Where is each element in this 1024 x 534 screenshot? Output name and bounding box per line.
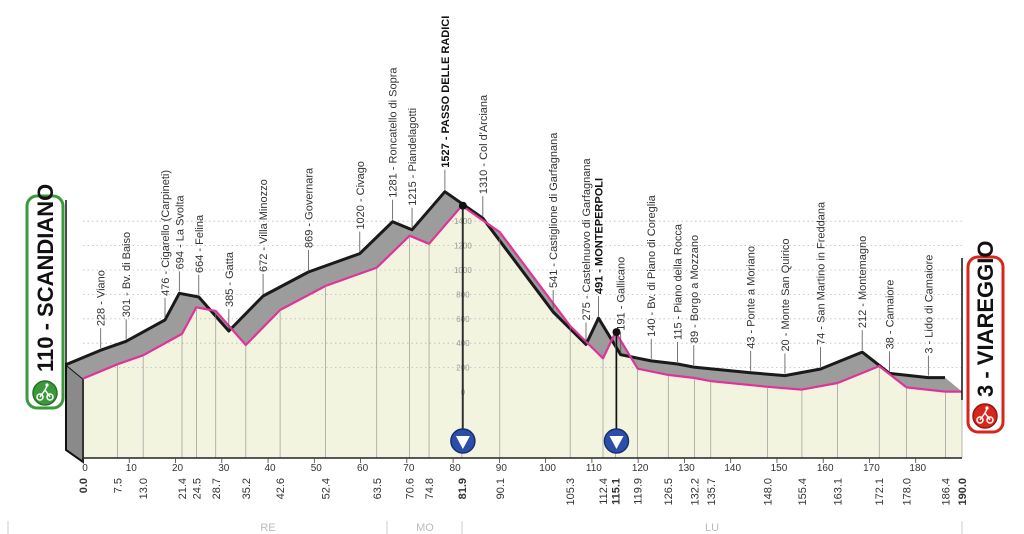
waypoint-label: 275 - Castelnuovo di Garfagnana (581, 158, 593, 321)
x-tick-label: 30 (218, 463, 230, 474)
x-tick-label: 140 (724, 463, 741, 474)
waypoint-km-label: 35.2 (241, 478, 253, 499)
waypoint-km-label: 190.0 (957, 478, 969, 506)
province-label: LU (705, 522, 719, 534)
waypoint-label: 541 - Castiglione di Garfagnana (548, 132, 560, 288)
finish-label: 3 - VIAREGGIO (973, 241, 998, 397)
profile-fill (83, 205, 962, 458)
x-tick-label: 100 (539, 463, 556, 474)
waypoint-km-label: 52.4 (320, 478, 332, 499)
waypoint-label: 869 - Governara (303, 167, 315, 248)
waypoint-label: 385 - Gatta (224, 251, 236, 307)
waypoint-label: 672 - Villa Minozzo (258, 179, 270, 272)
waypoint-label: 20 - Monte San Quirico (780, 238, 792, 351)
waypoint-label: 228 - Viano (96, 270, 108, 326)
waypoint-km-label: 81.9 (457, 478, 469, 499)
finish-badge: 3 - VIAREGGIO (966, 241, 1005, 434)
start-badge: 110 - SCANDIANO (25, 184, 65, 410)
waypoint-km-label: 155.4 (797, 478, 809, 506)
finish-bike-icon (972, 403, 998, 429)
waypoint-label: 1310 - Col d'Arciana (478, 94, 490, 194)
waypoint-km-label: 148.0 (763, 478, 775, 506)
x-tick-label: 60 (357, 463, 369, 474)
waypoint-label: 74 - San Martino in Freddana (816, 201, 828, 345)
waypoint-label: 212 - Montemagno (857, 236, 869, 328)
waypoint-km-label: 74.8 (424, 478, 436, 499)
waypoint-label: 1020 - Civago (355, 161, 367, 230)
waypoint-label: 191 - Gallicano (616, 257, 628, 331)
x-tick-label: 160 (817, 463, 834, 474)
x-tick-label: 10 (126, 463, 138, 474)
waypoint-km-label: 21.4 (177, 478, 189, 499)
waypoint-km-label: 70.6 (405, 478, 417, 499)
waypoint-label: 694 - La Svolta (174, 194, 186, 269)
x-tick-label: 120 (632, 463, 649, 474)
x-tick-label: 40 (264, 463, 276, 474)
x-tick-label: 70 (403, 463, 415, 474)
waypoint-km-label: 28.7 (211, 478, 223, 499)
summit-dot (612, 328, 621, 337)
province-label: MO (416, 522, 434, 534)
x-tick-label: 90 (496, 463, 508, 474)
waypoint-label: 43 - Ponte a Moriano (746, 246, 758, 349)
waypoint-km-label: 186.4 (940, 478, 952, 506)
waypoint-km-label: 126.5 (663, 478, 675, 506)
profile-start-wall (65, 362, 84, 464)
start-label: 110 - SCANDIANO (33, 184, 58, 372)
waypoint-km-label: 63.5 (372, 478, 384, 499)
waypoint-km-label: 132.2 (690, 478, 702, 506)
profile-back-line (65, 190, 945, 380)
waypoint-km-label: 172.1 (874, 478, 886, 506)
descent-triangle-icon (609, 436, 624, 449)
province-label: RE (260, 522, 275, 534)
waypoint-km-label: 90.1 (495, 478, 507, 499)
waypoint-label: 38 - Camaiore (884, 280, 896, 350)
waypoint-km-label: 112.4 (598, 478, 610, 505)
waypoint-km-label: 119.9 (633, 478, 645, 505)
waypoint-label: 491 - MONTEPERPOLI (593, 178, 605, 294)
waypoint-km-label: 7.5 (113, 478, 125, 493)
summit-dot (458, 201, 467, 210)
waypoint-label: 3 - Lido di Camaiore (923, 255, 935, 354)
waypoint-km-label: 0.0 (78, 478, 90, 493)
waypoint-label: 140 - Bv. di Piano di Coreglia (646, 194, 658, 337)
waypoint-km-label: 163.1 (833, 478, 845, 506)
waypoint-km-label: 105.3 (565, 478, 577, 506)
waypoint-label: 664 - Felina (194, 214, 206, 273)
x-tick-label: 170 (863, 463, 880, 474)
waypoint-label: 89 - Borgo a Mozzano (689, 235, 701, 343)
waypoint-label: 476 - Cigarello (Carpineti) (160, 170, 172, 296)
finish-badge-frame (966, 255, 1005, 434)
start-badge-frame (25, 194, 65, 410)
bike-icon (32, 380, 58, 406)
waypoint-label: 1215 - Piandelagotti (407, 108, 419, 206)
waypoint-km-label: 115.1 (610, 478, 622, 505)
x-tick-label: 180 (909, 463, 926, 474)
waypoint-label: 1527 - PASSO DELLE RADICI (440, 16, 452, 168)
waypoint-km-label: 13.0 (138, 478, 150, 499)
x-tick-label: 50 (311, 463, 323, 474)
waypoint-label: 115 - Piano della Rocca (673, 223, 685, 340)
x-tick-label: 130 (678, 463, 695, 474)
waypoint-label: 1281 - Roncatello di Sopra (388, 67, 400, 198)
x-tick-label: 80 (450, 463, 462, 474)
x-tick-label: 150 (771, 463, 788, 474)
waypoint-km-label: 135.7 (706, 478, 718, 506)
x-tick-label: 0 (82, 463, 88, 474)
waypoint-km-label: 42.6 (275, 478, 287, 499)
waypoint-km-label: 24.5 (191, 478, 203, 499)
waypoint-km-label: 178.0 (901, 478, 913, 506)
waypoint-label: 301 - Bv. di Baiso (121, 232, 133, 317)
x-tick-label: 20 (172, 463, 184, 474)
profile-elevation-line (82, 204, 962, 393)
descent-triangle-icon (455, 436, 470, 449)
x-tick-label: 110 (586, 463, 602, 474)
